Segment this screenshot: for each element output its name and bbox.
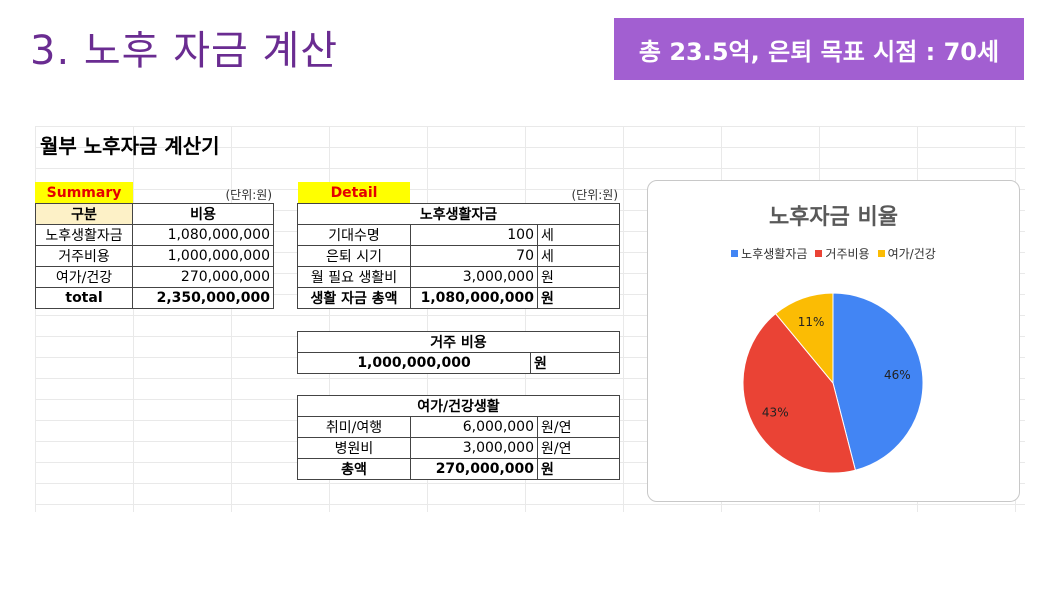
summary-header-cost: 비용 <box>132 203 274 225</box>
legend-item: 노후생활자금 <box>731 245 807 262</box>
living-header: 노후생활자금 <box>297 203 620 225</box>
table-row: 월 필요 생활비 3,000,000 원 <box>297 266 620 288</box>
living-row-name: 은퇴 시기 <box>297 245 411 267</box>
summary-total-row: total 2,350,000,000 <box>35 287 274 309</box>
table-row: 노후생활자금 1,080,000,000 <box>35 224 274 246</box>
housing-header: 거주 비용 <box>297 331 620 353</box>
living-row-name: 월 필요 생활비 <box>297 266 411 288</box>
table-row: 여가/건강 270,000,000 <box>35 266 274 288</box>
pie-chart-container: 노후자금 비율 노후생활자금 거주비용 여가/건강 46% 43% 11% <box>647 180 1020 502</box>
summary-row-name: 거주비용 <box>35 245 133 267</box>
leisure-row-unit: 원/연 <box>537 437 620 459</box>
legend-label: 여가/건강 <box>887 247 936 261</box>
leisure-row-name: 취미/여행 <box>297 416 411 438</box>
living-row-value: 100 <box>410 224 538 246</box>
summary-header-row: 구분 비용 <box>35 203 274 225</box>
pie-data-label: 11% <box>798 315 825 329</box>
summary-total-value: 2,350,000,000 <box>132 287 274 309</box>
summary-label: Summary <box>35 182 133 203</box>
leisure-total-row: 총액 270,000,000 원 <box>297 458 620 480</box>
summary-row-value: 1,000,000,000 <box>132 245 274 267</box>
detail-label: Detail <box>298 182 410 203</box>
pie-slice <box>774 292 834 385</box>
pie-slice <box>832 292 924 471</box>
legend-item: 여가/건강 <box>877 245 936 262</box>
living-total-name: 생활 자금 총액 <box>297 287 411 309</box>
housing-unit: 원 <box>530 352 620 374</box>
summary-table: 구분 비용 노후생활자금 1,080,000,000 거주비용 1,000,00… <box>35 203 274 309</box>
legend-swatch <box>731 250 739 257</box>
leisure-row-name: 병원비 <box>297 437 411 459</box>
legend-label: 거주비용 <box>825 247 870 261</box>
detail-unit: (단위:원) <box>571 188 618 202</box>
table-row: 거주비용 1,000,000,000 <box>35 245 274 267</box>
summary-unit: (단위:원) <box>225 188 272 202</box>
table-row: 은퇴 시기 70 세 <box>297 245 620 267</box>
legend-swatch <box>877 250 885 257</box>
living-row-unit: 세 <box>537 224 620 246</box>
table-row: 취미/여행 6,000,000 원/연 <box>297 416 620 438</box>
leisure-total-name: 총액 <box>297 458 411 480</box>
summary-header-category: 구분 <box>35 203 133 225</box>
pie-slice <box>742 312 856 474</box>
housing-table: 거주 비용 1,000,000,000 원 <box>297 331 620 374</box>
table-row: 기대수명 100 세 <box>297 224 620 246</box>
housing-header-row: 거주 비용 <box>297 331 620 353</box>
summary-row-name: 노후생활자금 <box>35 224 133 246</box>
living-total-unit: 원 <box>537 287 620 309</box>
living-row-value: 3,000,000 <box>410 266 538 288</box>
chart-title: 노후자금 비율 <box>768 205 899 230</box>
leisure-table: 여가/건강생활 취미/여행 6,000,000 원/연 병원비 3,000,00… <box>297 395 620 480</box>
summary-row-name: 여가/건강 <box>35 266 133 288</box>
leisure-header-row: 여가/건강생활 <box>297 395 620 417</box>
legend-swatch <box>815 250 823 257</box>
leisure-total-value: 270,000,000 <box>410 458 538 480</box>
table-row: 병원비 3,000,000 원/연 <box>297 437 620 459</box>
living-total-row: 생활 자금 총액 1,080,000,000 원 <box>297 287 620 309</box>
living-row-name: 기대수명 <box>297 224 411 246</box>
leisure-row-unit: 원/연 <box>537 416 620 438</box>
living-header-row: 노후생활자금 <box>297 203 620 225</box>
chart-legend: 노후생활자금 거주비용 여가/건강 <box>648 245 1019 262</box>
leisure-row-value: 6,000,000 <box>410 416 538 438</box>
leisure-row-value: 3,000,000 <box>410 437 538 459</box>
legend-item: 거주비용 <box>815 245 870 262</box>
pie-data-label: 43% <box>762 405 789 419</box>
summary-row-value: 1,080,000,000 <box>132 224 274 246</box>
pie-data-label: 46% <box>884 368 911 382</box>
living-table: 노후생활자금 기대수명 100 세 은퇴 시기 70 세 월 필요 생활비 3,… <box>297 203 620 309</box>
housing-value-row: 1,000,000,000 원 <box>297 352 620 374</box>
summary-badge: 총 23.5억, 은퇴 목표 시점 : 70세 <box>614 18 1024 80</box>
living-row-value: 70 <box>410 245 538 267</box>
slide-title: 3. 노후 자금 계산 <box>30 28 339 74</box>
living-total-value: 1,080,000,000 <box>410 287 538 309</box>
sheet-title: 월부 노후자금 계산기 <box>40 134 220 158</box>
living-row-unit: 원 <box>537 266 620 288</box>
summary-row-value: 270,000,000 <box>132 266 274 288</box>
living-row-unit: 세 <box>537 245 620 267</box>
pie-chart: 46% 43% 11% <box>742 292 924 474</box>
housing-value: 1,000,000,000 <box>297 352 531 374</box>
leisure-total-unit: 원 <box>537 458 620 480</box>
summary-total-name: total <box>35 287 133 309</box>
leisure-header: 여가/건강생활 <box>297 395 620 417</box>
legend-label: 노후생활자금 <box>741 247 808 261</box>
